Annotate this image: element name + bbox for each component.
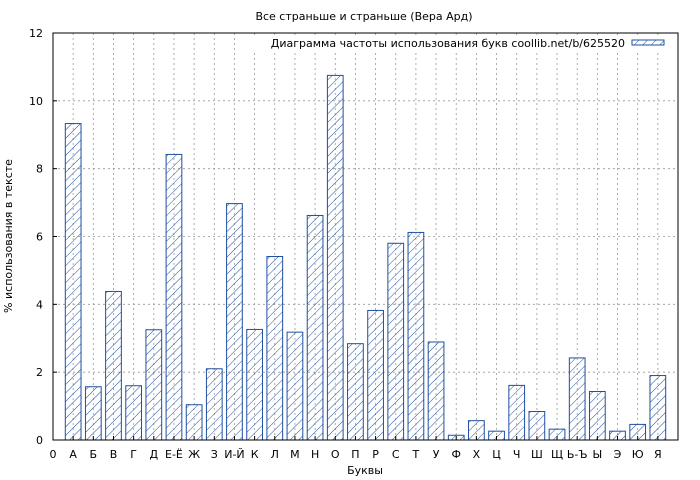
bar — [205, 368, 223, 441]
bar — [367, 309, 384, 441]
x-tick-label: К — [251, 448, 259, 461]
y-tick-label: 10 — [29, 95, 43, 108]
x-tick-label: 0 — [50, 448, 57, 461]
legend: Диаграмма частоты использования букв coo… — [240, 35, 672, 51]
bar — [266, 256, 284, 441]
x-tick-label: Т — [412, 448, 420, 461]
x-tick-label: Р — [372, 448, 379, 461]
bar — [84, 386, 102, 441]
bars — [64, 74, 667, 441]
x-tick-labels: 0 А Б В Г Д Е-Ё Ж З И-Й К Л М Н О П Р С Т У Ф Х Ц Ч Ш Щ Ь-Ъ Ы Э Ю Я — [50, 436, 662, 461]
bar — [649, 375, 667, 441]
y-tick-labels: 0 2 4 6 8 10 12 — [29, 27, 57, 447]
x-tick-label: М — [290, 448, 300, 461]
x-tick-label: Ц — [492, 448, 501, 461]
bar — [125, 385, 143, 441]
legend-background — [240, 35, 672, 51]
x-tick-label: П — [351, 448, 359, 461]
x-tick-label: Ь-Ъ — [567, 448, 588, 461]
y-tick-label: 2 — [36, 366, 43, 379]
x-tick-label: Л — [271, 448, 279, 461]
bar — [407, 231, 425, 441]
bar — [185, 404, 203, 441]
bar — [286, 331, 304, 441]
x-tick-label: Ш — [531, 448, 543, 461]
y-tick-label: 8 — [36, 163, 43, 176]
x-tick-label: Г — [130, 448, 137, 461]
y-tick-label: 12 — [29, 27, 43, 40]
legend-label: Диаграмма частоты использования букв coo… — [271, 37, 625, 50]
y-axis-label: % использования в тексте — [2, 159, 15, 313]
y-tick-label: 6 — [36, 231, 43, 244]
x-tick-label: А — [69, 448, 77, 461]
x-tick-label: Е-Ё — [165, 448, 183, 461]
x-tick-label: С — [392, 448, 400, 461]
bar — [347, 343, 364, 441]
y-tick-label: 4 — [36, 298, 43, 311]
x-tick-label: Ю — [632, 448, 644, 461]
bar — [588, 390, 606, 441]
x-tick-label: В — [110, 448, 118, 461]
x-tick-label: Ы — [592, 448, 602, 461]
bar — [165, 153, 183, 441]
x-tick-label: Ж — [188, 448, 200, 461]
bar — [246, 328, 263, 441]
legend-swatch — [631, 39, 665, 46]
bar — [427, 341, 445, 441]
bar — [508, 384, 526, 441]
bar — [226, 203, 243, 441]
x-tick-label: Х — [473, 448, 481, 461]
x-tick-label: Ф — [451, 448, 460, 461]
bar — [306, 214, 324, 441]
x-tick-label: Я — [654, 448, 662, 461]
plot-frame — [52, 32, 679, 441]
bar — [64, 123, 82, 441]
x-tick-label: З — [211, 448, 218, 461]
x-tick-label: О — [331, 448, 340, 461]
x-tick-label: Э — [614, 448, 622, 461]
x-tick-label: Д — [150, 448, 159, 461]
bar — [105, 290, 122, 441]
bar — [145, 329, 163, 441]
x-tick-label: У — [433, 448, 440, 461]
x-tick-label: И-Й — [224, 448, 244, 461]
bar — [387, 242, 405, 441]
y-tick-label: 0 — [36, 434, 43, 447]
bar — [528, 411, 546, 441]
x-axis-label: Буквы — [347, 464, 383, 477]
x-tick-label: Ч — [513, 448, 521, 461]
chart-title: Все страньше и страньше (Вера Ард) — [255, 10, 472, 23]
x-tick-label: Н — [311, 448, 319, 461]
bar — [568, 357, 586, 441]
x-tick-label: Щ — [551, 448, 563, 461]
bar — [326, 74, 344, 441]
x-tick-label: Б — [90, 448, 98, 461]
